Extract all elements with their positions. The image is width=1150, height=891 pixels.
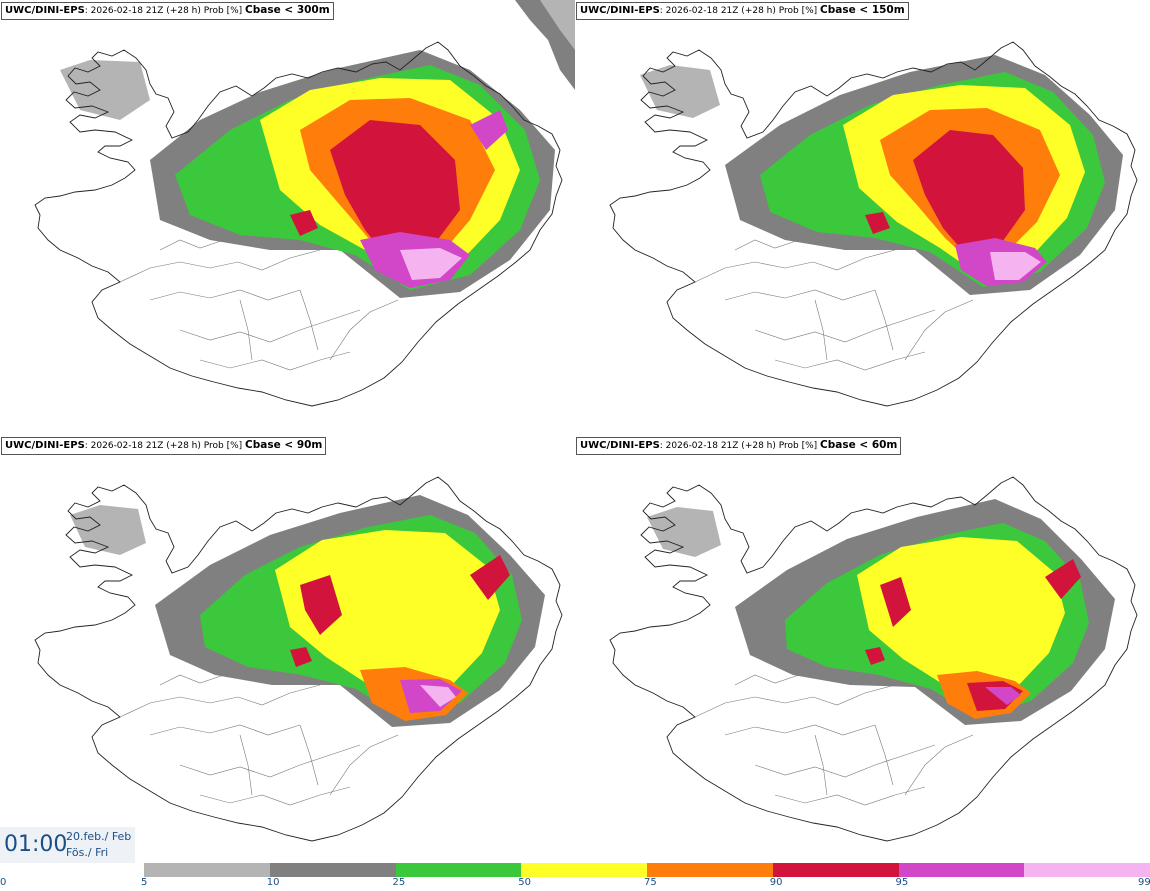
panel-title: UWC/DINI-EPS: 2026-02-18 21Z (+28 h) Pro… <box>1 437 327 455</box>
legend-swatch <box>144 863 271 877</box>
iceland-probability-map <box>0 435 575 870</box>
probability-fill <box>60 50 555 298</box>
model-name: UWC/DINI-EPS <box>5 5 85 16</box>
variable-name: Cbase < 300m <box>245 4 330 16</box>
model-name: UWC/DINI-EPS <box>580 5 660 16</box>
run-info: : 2026-02-18 21Z (+28 h) Prob [%] <box>659 6 821 16</box>
panel-title: UWC/DINI-EPS: 2026-02-18 21Z (+28 h) Pro… <box>576 2 909 20</box>
run-info: : 2026-02-18 21Z (+28 h) Prob [%] <box>84 441 246 451</box>
sea-low-cloud-light <box>540 0 575 50</box>
legend-swatch <box>521 863 648 877</box>
legend-tick-label: 50 <box>518 877 531 888</box>
valid-date: 20.feb./ Feb <box>66 830 132 843</box>
iceland-probability-map <box>0 0 575 435</box>
variable-name: Cbase < 90m <box>245 439 323 451</box>
legend-tick-label: 99 <box>1138 877 1150 888</box>
iceland-probability-map <box>575 435 1150 870</box>
probability-fill <box>640 55 1123 295</box>
legend-swatch <box>395 863 522 877</box>
variable-name: Cbase < 60m <box>820 439 898 451</box>
legend-tick-label: 0 <box>0 877 7 888</box>
map-panel-cbase-90m: UWC/DINI-EPS: 2026-02-18 21Z (+28 h) Pro… <box>0 435 575 870</box>
model-name: UWC/DINI-EPS <box>5 440 85 451</box>
probability-fill <box>70 495 545 727</box>
iceland-probability-map <box>575 0 1150 435</box>
run-info: : 2026-02-18 21Z (+28 h) Prob [%] <box>84 6 246 16</box>
valid-day: Fös./ Fri <box>66 846 109 859</box>
model-name: UWC/DINI-EPS <box>580 440 660 451</box>
map-panel-cbase-300m: UWC/DINI-EPS: 2026-02-18 21Z (+28 h) Pro… <box>0 0 575 435</box>
legend-swatch <box>647 863 774 877</box>
legend-swatch <box>898 863 1025 877</box>
map-panel-cbase-60m: UWC/DINI-EPS: 2026-02-18 21Z (+28 h) Pro… <box>575 435 1150 870</box>
legend-tick-label: 75 <box>644 877 657 888</box>
legend-tick-label: 5 <box>141 877 148 888</box>
legend-tick-label: 10 <box>266 877 280 888</box>
panel-title: UWC/DINI-EPS: 2026-02-18 21Z (+28 h) Pro… <box>576 437 902 455</box>
variable-name: Cbase < 150m <box>820 4 905 16</box>
legend-swatch <box>269 863 396 877</box>
legend-tick-label: 90 <box>769 877 783 888</box>
legend-swatch <box>772 863 899 877</box>
valid-time: 01:00 <box>4 832 68 857</box>
legend-tick-label: 25 <box>392 877 406 888</box>
map-panel-cbase-150m: UWC/DINI-EPS: 2026-02-18 21Z (+28 h) Pro… <box>575 0 1150 435</box>
legend-swatch <box>1024 863 1150 877</box>
panel-title: UWC/DINI-EPS: 2026-02-18 21Z (+28 h) Pro… <box>1 2 334 20</box>
probability-fill <box>647 499 1115 725</box>
legend-tick-label: 95 <box>895 877 909 888</box>
run-info: : 2026-02-18 21Z (+28 h) Prob [%] <box>659 441 821 451</box>
color-legend <box>144 863 1150 877</box>
valid-time-box: 01:00 20.feb./ Feb Fös./ Fri <box>0 827 135 863</box>
